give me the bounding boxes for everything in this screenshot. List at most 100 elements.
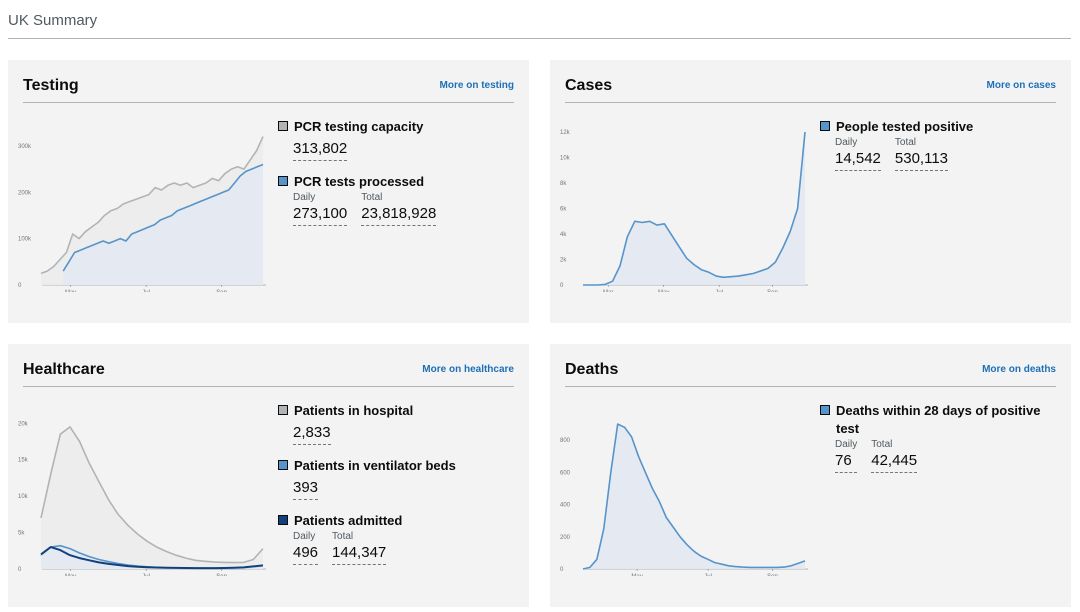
- navy-swatch-icon: [278, 515, 288, 525]
- metric-label: People tested positive: [836, 119, 974, 134]
- series-area: [41, 547, 263, 569]
- y-tick-label: 400: [560, 503, 571, 509]
- total-value: 23,818,928: [361, 204, 437, 226]
- daily-label: Daily: [293, 192, 316, 203]
- y-tick-label: 8k: [560, 181, 567, 187]
- metric-label: Patients admitted: [294, 513, 403, 528]
- deaths-card: Deaths More on deaths 0 200 400 600 800 May Ju…: [550, 344, 1071, 607]
- card-divider: [565, 102, 1056, 103]
- healthcare-card: Healthcare More on healthcare 0 5k 10k 15k 2…: [8, 344, 529, 607]
- y-tick-label: 5k: [18, 531, 25, 537]
- card-title: Testing: [23, 77, 79, 94]
- total-label: Total: [361, 192, 383, 203]
- page-title: UK Summary: [8, 12, 98, 29]
- y-tick-label: 300k: [18, 144, 32, 150]
- y-tick-label: 600: [560, 470, 571, 476]
- total-value: 144,347: [332, 543, 387, 565]
- daily-value: 14,542: [835, 149, 881, 171]
- deaths-metrics: Deaths within 28 days of positive test D…: [820, 402, 1060, 485]
- daily-label: Daily: [835, 439, 858, 450]
- series-area: [63, 164, 264, 285]
- more-on-deaths-link[interactable]: More on deaths: [982, 364, 1056, 375]
- testing-card: Testing More on testing 0 100k 200k 300k May…: [8, 60, 529, 323]
- y-tick-label: 20k: [18, 421, 29, 427]
- x-tick-label: Sep: [767, 290, 778, 292]
- series-line: [582, 423, 806, 570]
- y-tick-label: 10k: [18, 494, 29, 500]
- total-label: Total: [871, 439, 893, 450]
- blue-swatch-icon: [820, 405, 830, 415]
- y-tick-label: 0: [560, 567, 564, 573]
- x-tick-label: Jul: [142, 574, 150, 576]
- daily-label: Daily: [835, 137, 858, 148]
- y-tick-label: 200: [560, 535, 571, 541]
- series-line: [40, 546, 264, 570]
- daily-value: 496: [293, 543, 319, 565]
- x-tick-label: Mar: [603, 290, 613, 292]
- cases-chart: 0 2k 4k 6k 8k 10k 12k Mar May Jul Sep: [560, 130, 808, 292]
- metric-label: PCR testing capacity: [294, 119, 424, 134]
- series-area: [583, 424, 805, 569]
- series-line: [62, 163, 264, 272]
- y-tick-label: 0: [18, 567, 22, 573]
- blue-swatch-icon: [278, 460, 288, 470]
- card-title: Healthcare: [23, 361, 105, 378]
- series-line: [583, 131, 806, 286]
- x-tick-label: Jul: [142, 290, 150, 292]
- metric-patients-hospital: Patients in hospital 2,833: [278, 402, 518, 445]
- x-tick-label: Sep: [767, 574, 778, 576]
- more-on-cases-link[interactable]: More on cases: [986, 80, 1056, 91]
- more-on-healthcare-link[interactable]: More on healthcare: [422, 364, 514, 375]
- grey-swatch-icon: [278, 121, 288, 131]
- metric-label: Patients in hospital: [294, 403, 414, 418]
- series-line: [40, 426, 264, 564]
- y-tick-label: 800: [560, 438, 571, 444]
- total-label: Total: [332, 531, 354, 542]
- metric-value: 2,833: [293, 423, 331, 445]
- x-tick-label: May: [631, 574, 642, 576]
- daily-value: 273,100: [293, 204, 348, 226]
- metric-pcr-capacity: PCR testing capacity 313,802: [278, 118, 518, 161]
- testing-metrics: PCR testing capacity 313,802 PCR tests p…: [278, 118, 518, 238]
- x-tick-label: May: [65, 290, 76, 292]
- healthcare-chart: 0 5k 10k 15k 20k May Jul Sep: [18, 421, 266, 576]
- y-tick-label: 100k: [18, 237, 32, 243]
- metric-label: Patients in ventilator beds: [294, 458, 456, 473]
- metric-label: Deaths within 28 days of positive test: [836, 403, 1041, 436]
- x-tick-label: Jul: [715, 290, 723, 292]
- metric-patients-ventilator: Patients in ventilator beds 393: [278, 457, 518, 500]
- series-line: [40, 136, 264, 275]
- metric-patients-admitted: Patients admitted Daily 496 Total 144,347: [278, 512, 518, 565]
- y-tick-label: 0: [18, 283, 22, 289]
- y-tick-label: 4k: [560, 232, 567, 238]
- metric-people-positive: People tested positive Daily 14,542 Total…: [820, 118, 1060, 171]
- healthcare-metrics: Patients in hospital 2,833 Patients in v…: [278, 402, 518, 577]
- total-label: Total: [894, 137, 917, 148]
- y-tick-label: 200k: [18, 190, 32, 196]
- y-tick-label: 0: [560, 283, 564, 289]
- card-divider: [23, 102, 514, 103]
- blue-swatch-icon: [820, 121, 830, 131]
- total-value: 530,113: [894, 149, 948, 171]
- page-divider: [8, 38, 1071, 39]
- cases-metrics: People tested positive Daily 14,542 Total…: [820, 118, 1060, 183]
- more-on-testing-link[interactable]: More on testing: [439, 80, 514, 91]
- metric-deaths-28-days: Deaths within 28 days of positive test D…: [820, 402, 1060, 473]
- daily-label: Daily: [293, 531, 316, 542]
- testing-chart: 0 100k 200k 300k May Jul Sep: [18, 136, 266, 292]
- y-tick-label: 10k: [560, 156, 571, 162]
- metric-value: 313,802: [293, 139, 348, 161]
- y-tick-label: 15k: [18, 458, 29, 464]
- total-value: 42,445: [871, 451, 918, 473]
- card-title: Cases: [565, 77, 613, 94]
- y-tick-label: 6k: [560, 207, 567, 213]
- series-area: [583, 132, 805, 285]
- y-tick-label: 2k: [560, 258, 567, 264]
- x-tick-label: Sep: [216, 290, 227, 292]
- card-divider: [565, 386, 1056, 387]
- cases-card: Cases More on cases 0 2k 4k 6k 8k 10k 12k Mar Ma…: [550, 60, 1071, 323]
- deaths-chart: 0 200 400 600 800 May Jul Sep: [560, 423, 808, 576]
- metric-pcr-processed: PCR tests processed Daily 273,100 Total 23…: [278, 173, 518, 226]
- blue-swatch-icon: [278, 176, 288, 186]
- y-tick-label: 12k: [560, 130, 571, 136]
